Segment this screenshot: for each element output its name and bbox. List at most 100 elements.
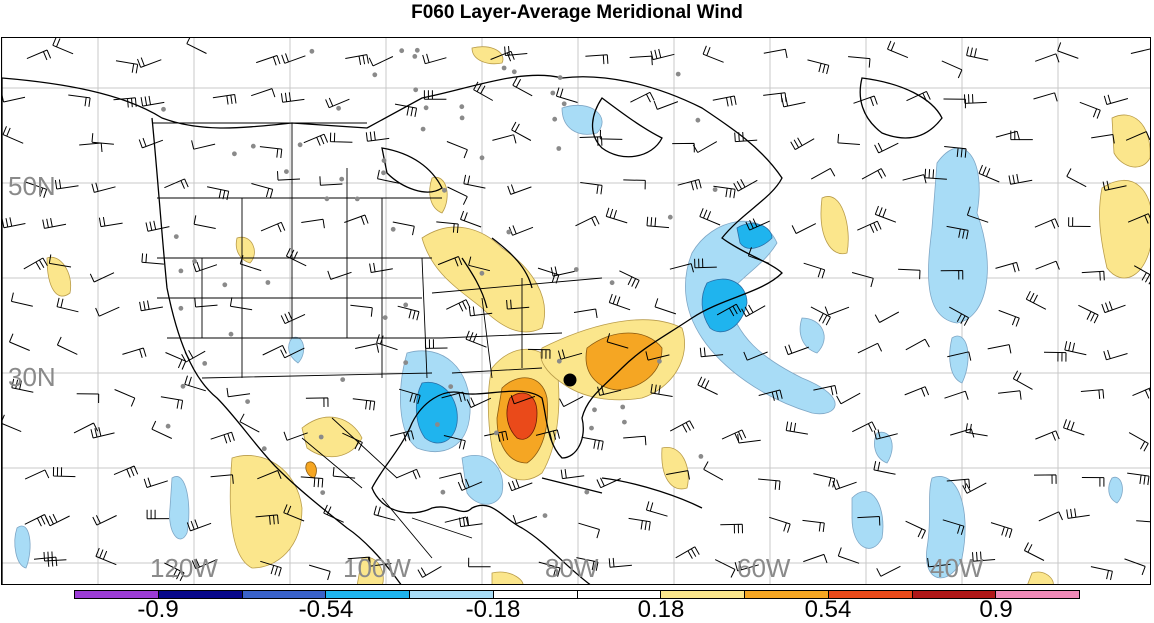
wind-barb <box>575 215 600 227</box>
wind-barb <box>465 330 487 348</box>
wind-barb <box>758 389 783 401</box>
wind-barb <box>623 179 646 190</box>
wind-barb <box>990 522 1013 538</box>
station-dot <box>698 454 704 459</box>
lat-label-50n: 50N <box>8 171 56 201</box>
wind-barb <box>535 429 560 441</box>
station-dot <box>173 234 179 240</box>
wind-barb <box>23 257 48 271</box>
wind-barb <box>468 306 493 317</box>
wind-barb <box>579 136 603 146</box>
wind-barb <box>308 564 331 581</box>
station-dot <box>542 513 548 518</box>
wind-barb <box>743 351 768 361</box>
wind-barb <box>1091 134 1115 144</box>
wind-barb <box>703 461 724 481</box>
wind-barb <box>747 247 770 264</box>
wind-barb <box>527 348 551 359</box>
wind-barb <box>373 505 396 521</box>
wind-barb <box>181 349 206 363</box>
wind-barb <box>207 186 230 201</box>
station-dot <box>423 105 429 111</box>
wind-barb <box>857 342 883 354</box>
wind-barb <box>446 299 471 312</box>
station-dot <box>261 446 267 452</box>
wind-barb <box>650 48 675 61</box>
wind-barb <box>1132 387 1150 399</box>
station-dot <box>712 187 718 193</box>
wind-barb <box>924 168 947 180</box>
wind-barb <box>745 218 770 231</box>
wind-barb <box>623 435 647 446</box>
station-dot <box>232 151 237 157</box>
station-dot <box>573 267 579 272</box>
wind-barb <box>447 186 468 205</box>
station-dot <box>178 268 184 274</box>
station-dot <box>399 48 405 54</box>
station-dot <box>161 106 166 112</box>
wind-barb <box>1023 542 1045 561</box>
wind-barb <box>790 137 815 151</box>
station-dot <box>265 280 271 285</box>
wind-barb <box>260 221 286 233</box>
station-dot <box>324 196 330 202</box>
station-dot <box>589 425 594 431</box>
wind-barb <box>995 261 1020 273</box>
wind-barb <box>510 395 536 405</box>
wind-barb <box>33 556 58 567</box>
wind-barb <box>145 220 170 232</box>
wind-barb <box>439 472 464 482</box>
wind-barb <box>947 351 972 361</box>
wind-barb <box>512 77 533 97</box>
wind-barb <box>784 344 809 356</box>
wind-barb <box>699 208 721 226</box>
wind-barb <box>941 60 963 79</box>
wind-barb <box>56 336 78 355</box>
wind-barb <box>91 182 116 193</box>
wind-barb <box>1012 370 1033 390</box>
wind-barb <box>191 558 217 570</box>
wind-barb <box>848 56 871 68</box>
wind-barb <box>251 88 276 98</box>
wind-barb <box>1063 419 1085 436</box>
wind-barb <box>507 184 532 195</box>
wind-barb <box>146 509 170 520</box>
wind-barb <box>733 179 758 192</box>
wind-barb <box>645 501 668 517</box>
station-dot <box>320 490 326 495</box>
wind-barb <box>1033 92 1058 102</box>
wind-barb <box>184 375 206 392</box>
wind-barb <box>24 469 50 480</box>
wind-barb <box>443 435 466 450</box>
wind-barb <box>1080 389 1105 399</box>
wind-barb <box>946 225 969 240</box>
wind-barb <box>151 420 173 439</box>
wind-barb <box>672 142 695 153</box>
wind-barb <box>966 46 989 61</box>
map-title: F060 Layer-Average Meridional Wind <box>411 2 743 23</box>
wind-barb <box>972 551 996 562</box>
wind-barb <box>666 470 690 480</box>
wind-barb <box>573 308 598 318</box>
wind-barb <box>394 103 418 117</box>
station-dot <box>459 115 465 121</box>
wind-barb <box>54 179 79 190</box>
wind-barb <box>599 129 623 140</box>
wind-barb <box>259 146 283 159</box>
wind-barb <box>9 333 30 351</box>
wind-barb <box>459 516 483 528</box>
station-dot <box>228 331 234 337</box>
wind-barb <box>737 434 761 444</box>
station-dot <box>435 422 440 427</box>
wind-barb <box>699 347 724 358</box>
wind-barb <box>944 146 967 158</box>
wind-barb <box>966 206 989 223</box>
station-dot <box>340 377 346 382</box>
wind-barb <box>377 169 400 184</box>
station-dot <box>479 155 485 161</box>
wind-barb <box>998 390 1022 400</box>
wind-barb <box>608 557 632 568</box>
wind-barb <box>1136 520 1150 523</box>
wind-barb <box>10 292 33 307</box>
wind-barb <box>191 140 216 150</box>
